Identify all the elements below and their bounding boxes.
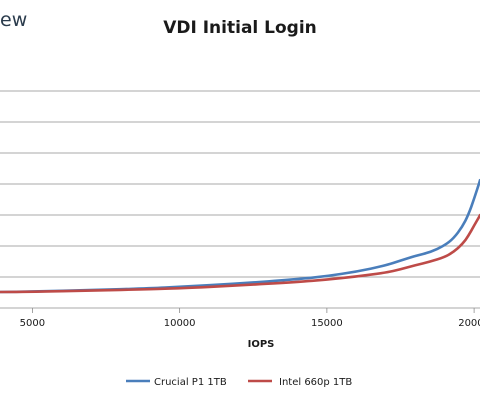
series-line-2 xyxy=(0,213,480,294)
x-ticks xyxy=(31,308,475,313)
series-line-1 xyxy=(0,178,480,294)
legend-label: Crucial P1 1TB xyxy=(154,377,227,388)
plot-series xyxy=(0,178,480,294)
legend-label: Intel 660p 1TB xyxy=(279,377,352,388)
x-tick-label: 15000 xyxy=(311,318,343,329)
x-axis-title: IOPS xyxy=(248,339,275,350)
y-gridlines xyxy=(0,90,480,278)
logo-text: ew xyxy=(0,9,27,31)
chart-title: VDI Initial Login xyxy=(163,18,317,38)
x-tick-label: 10000 xyxy=(164,318,196,329)
legend: Crucial P1 1TB Intel 660p 1TB xyxy=(126,377,352,388)
x-tick-label: 5000 xyxy=(20,318,45,329)
x-tick-label: 20000 xyxy=(458,318,480,329)
x-tick-labels: 5000 10000 15000 20000 xyxy=(20,318,480,329)
